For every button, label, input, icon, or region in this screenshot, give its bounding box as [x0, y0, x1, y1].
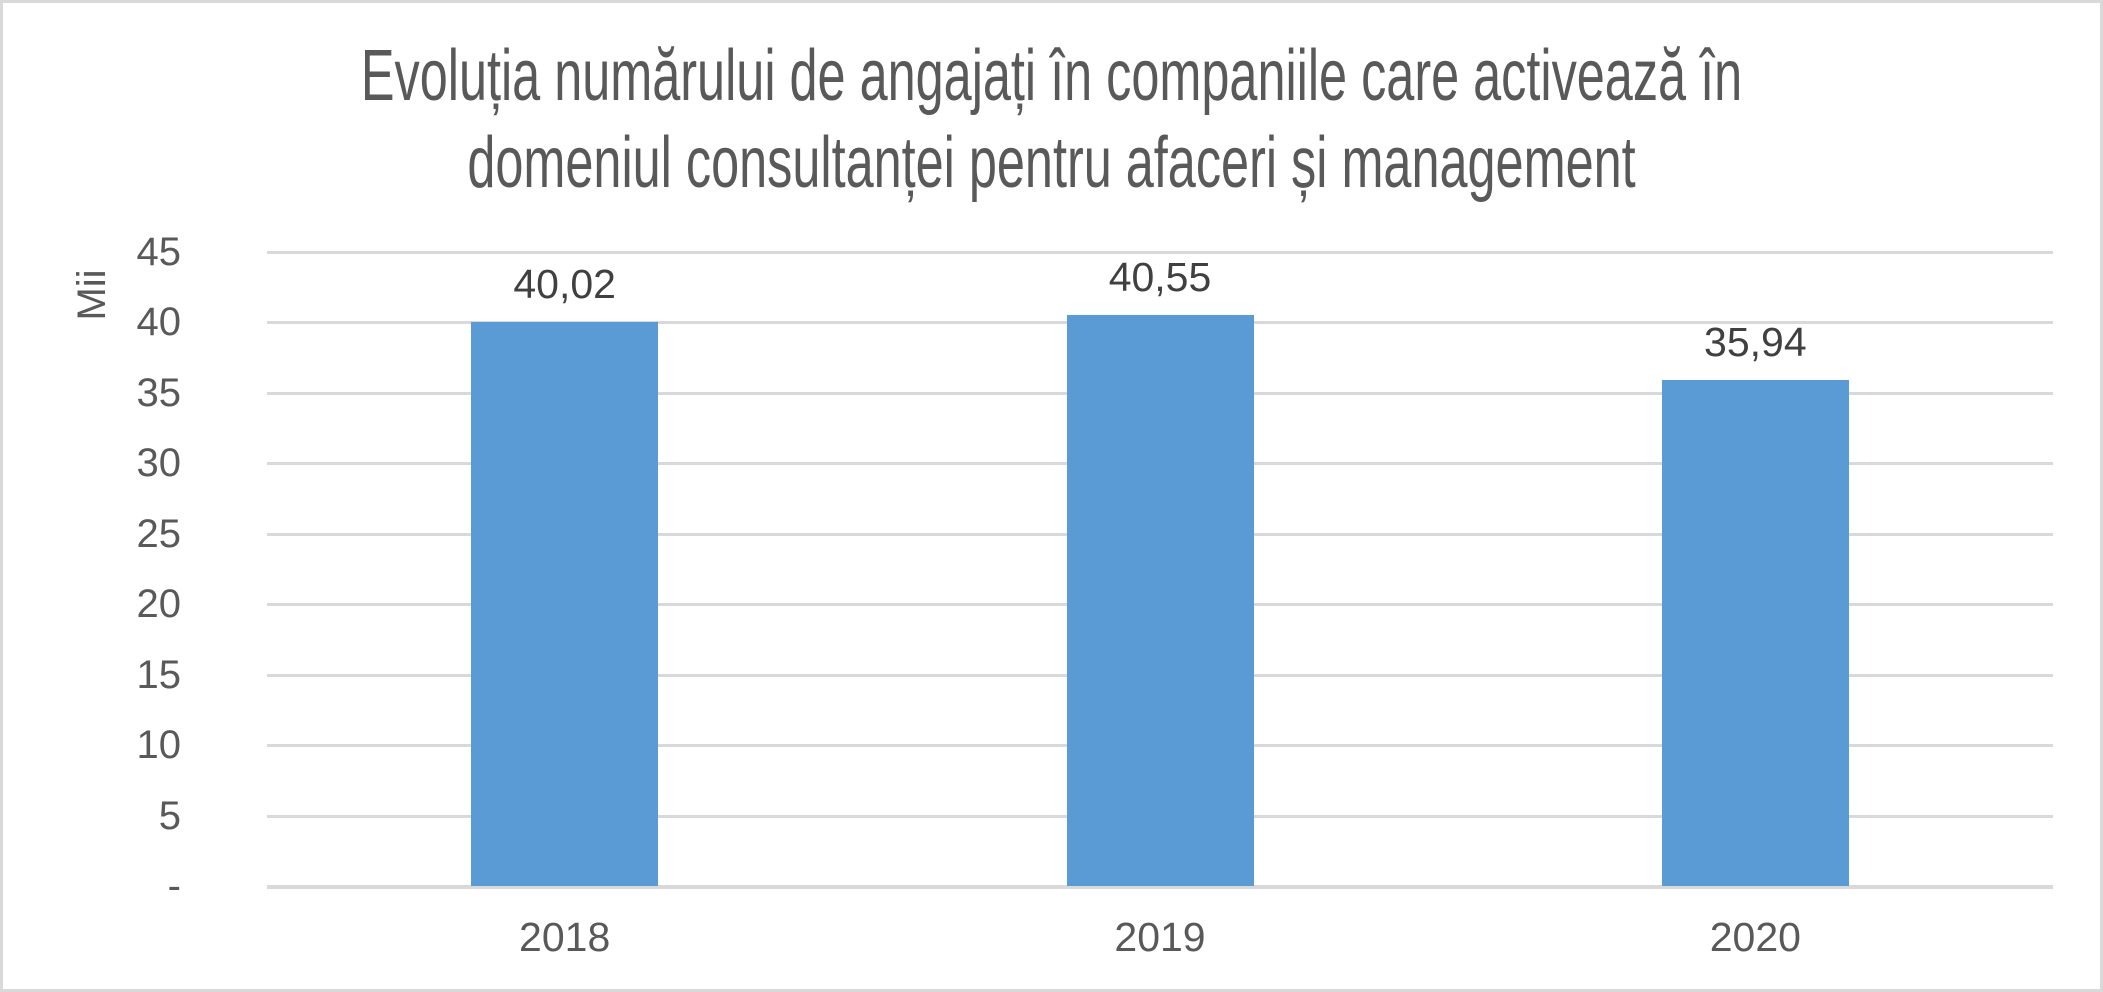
x-axis-tick-label: 2018 [519, 914, 611, 960]
y-axis-tick-label: 20 [136, 582, 182, 627]
y-axis-tick-label: 25 [136, 511, 182, 556]
chart-title-line-2: domeniul consultanței pentru afaceri și … [467, 123, 1636, 203]
y-axis-tick-label: 5 [158, 793, 181, 838]
y-axis-tick-label: 15 [136, 652, 182, 697]
y-axis-tick-label: 40 [136, 300, 182, 345]
data-label-2019: 40,55 [1108, 253, 1212, 300]
data-label-2020: 35,94 [1704, 318, 1807, 365]
y-axis-tick-label: 45 [136, 230, 182, 274]
gridline [267, 251, 2053, 254]
chart-title-line-1: Evoluția numărului de angajați în compan… [360, 36, 1743, 116]
bar-2019 [1066, 314, 1254, 886]
x-axis-tick-label: 2019 [1114, 914, 1206, 960]
y-axis-tick-label: 35 [136, 370, 182, 415]
chart-title: Evoluția numărului de angajați în compan… [318, 33, 1786, 207]
bar-2020 [1661, 379, 1849, 886]
y-axis-tick-label: - [167, 864, 181, 908]
x-axis-line [267, 885, 2053, 889]
bar-2018 [471, 322, 659, 886]
y-axis-tick-label: 30 [136, 441, 182, 486]
y-axis-tick-label: 10 [136, 723, 182, 768]
data-label-2018: 40,02 [513, 261, 616, 308]
x-axis-tick-label: 2020 [1709, 914, 1801, 960]
